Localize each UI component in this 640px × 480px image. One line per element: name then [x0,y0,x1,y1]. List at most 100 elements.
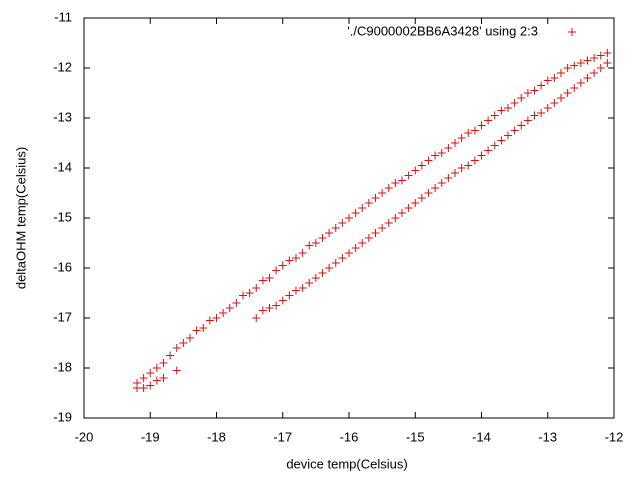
point [543,104,552,112]
point [272,266,281,275]
point [431,151,440,160]
point [411,166,420,175]
y-tick-label: -14 [53,159,72,174]
point [543,76,552,85]
point [497,106,506,115]
point [245,289,254,297]
point [417,161,426,170]
point [152,376,161,385]
point [537,109,546,117]
point [311,239,320,247]
point [444,174,453,182]
y-tick-label: -16 [53,259,72,274]
point [404,171,413,180]
point [457,134,466,142]
point [596,64,605,72]
point [517,121,526,130]
point [504,104,512,112]
point [464,129,473,137]
point [484,146,493,155]
point [530,86,539,95]
point [470,126,479,135]
y-tick-label: -12 [53,59,72,74]
point [351,209,360,217]
x-tick-label: -20 [75,429,94,444]
point [272,301,281,310]
point [424,189,433,197]
point [576,59,585,67]
point [437,179,446,187]
point [298,284,307,292]
point [398,209,406,217]
point [437,149,446,157]
point [398,176,406,185]
point [186,334,194,342]
point [351,244,360,252]
point [364,199,373,207]
point [331,224,340,232]
point [451,139,459,147]
point [404,204,413,212]
point [239,291,247,300]
point [205,316,214,325]
point [371,194,380,202]
point [232,299,241,307]
point [219,309,228,317]
y-tick-label: -19 [53,409,72,424]
point [583,56,592,65]
point [278,261,287,270]
point [603,59,612,67]
point [570,61,579,70]
x-tick-label: -19 [141,429,160,444]
point [530,111,539,120]
point [490,141,499,150]
point [583,74,592,82]
point [384,219,393,227]
point [378,224,387,232]
point [292,286,300,295]
point [477,151,486,160]
point [345,214,353,222]
point [166,351,175,360]
point [510,99,519,107]
point [596,51,605,60]
x-tick-label: -15 [406,429,425,444]
point [192,326,201,335]
point [431,184,440,192]
y-tick-label: -18 [53,359,72,374]
point [139,384,148,392]
y-tick-label: -13 [53,109,72,124]
y-tick-label: -15 [53,209,72,224]
point [305,279,314,287]
point [146,381,155,390]
point [199,324,208,332]
point [484,116,493,125]
x-tick-label: -16 [340,429,359,444]
point [212,314,221,322]
point [358,239,367,247]
point [338,219,347,227]
point [371,229,380,237]
point [311,274,320,282]
point [285,256,294,265]
y-tick-label: -11 [54,9,72,24]
point [305,241,314,250]
point [338,254,347,262]
point [464,161,473,170]
point [258,276,267,285]
point [537,81,546,90]
point [258,306,267,315]
point [172,366,181,375]
point [325,264,334,272]
point [550,74,559,82]
x-tick-label: -12 [605,429,624,444]
point [179,339,188,347]
point [265,274,274,282]
point [557,94,565,102]
point [490,111,499,120]
point [378,189,387,197]
point [523,89,532,97]
point [331,259,340,267]
point [550,99,559,107]
